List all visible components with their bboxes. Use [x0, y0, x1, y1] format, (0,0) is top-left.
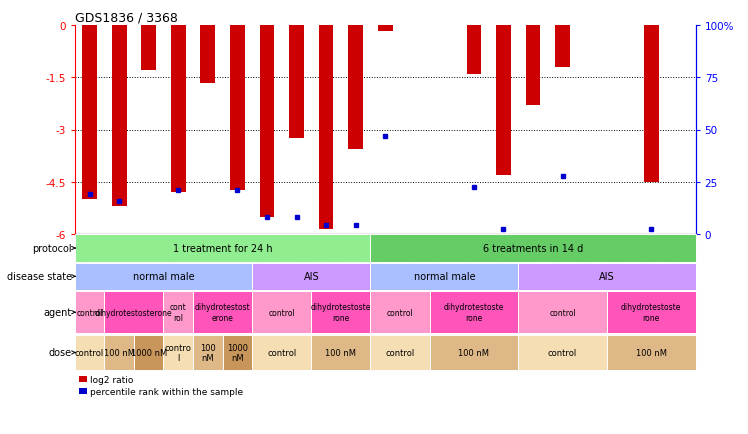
Text: dose: dose	[49, 348, 72, 358]
Bar	[164, 335, 193, 370]
Text: dihydrotestoste
rone: dihydrotestoste rone	[621, 303, 681, 322]
Bar	[230, 26, 245, 191]
Bar	[349, 26, 363, 149]
Text: normal male: normal male	[132, 272, 194, 282]
Bar	[370, 263, 518, 290]
Text: 1000
nM: 1000 nM	[227, 343, 248, 362]
Text: protocol: protocol	[32, 243, 72, 253]
Bar	[607, 335, 696, 370]
Text: normal male: normal male	[414, 272, 475, 282]
Text: control: control	[387, 308, 414, 317]
Bar	[134, 335, 164, 370]
Bar	[518, 335, 607, 370]
Text: cont
rol: cont rol	[170, 303, 187, 322]
Bar	[311, 335, 370, 370]
Bar	[260, 26, 275, 217]
Bar	[429, 292, 518, 333]
Text: 100
nM: 100 nM	[200, 343, 215, 362]
Text: control: control	[75, 348, 104, 357]
Text: control: control	[269, 308, 295, 317]
Bar	[193, 335, 223, 370]
Text: disease state: disease state	[7, 272, 72, 282]
Bar	[518, 263, 696, 290]
Text: control: control	[548, 348, 577, 357]
Text: 100 nM: 100 nM	[104, 348, 135, 357]
Bar	[105, 335, 134, 370]
Text: dihydrotestoste
rone: dihydrotestoste rone	[310, 303, 371, 322]
Bar	[311, 292, 370, 333]
Text: dihydrotestoste
rone: dihydrotestoste rone	[444, 303, 504, 322]
Bar	[252, 292, 311, 333]
Bar	[111, 26, 126, 207]
Bar	[467, 26, 481, 75]
Bar	[526, 26, 540, 106]
Text: agent: agent	[43, 308, 72, 317]
Bar	[193, 292, 252, 333]
Text: control: control	[267, 348, 296, 357]
Text: AIS: AIS	[304, 272, 319, 282]
Bar	[429, 335, 518, 370]
Text: dihydrotestosterone: dihydrotestosterone	[95, 308, 173, 317]
Text: control: control	[76, 308, 103, 317]
Text: GDS1836 / 3368: GDS1836 / 3368	[75, 12, 178, 25]
Text: dihydrotestost
erone: dihydrotestost erone	[194, 303, 251, 322]
Bar	[200, 26, 215, 83]
Bar	[289, 26, 304, 139]
Bar	[252, 263, 370, 290]
Bar	[141, 26, 156, 71]
Bar	[105, 292, 164, 333]
Text: 100 nM: 100 nM	[325, 348, 356, 357]
Bar	[644, 26, 659, 182]
Bar	[82, 26, 97, 200]
Bar	[164, 292, 193, 333]
Text: AIS: AIS	[599, 272, 615, 282]
Text: control: control	[385, 348, 414, 357]
Bar	[252, 335, 311, 370]
Bar	[75, 335, 105, 370]
Text: 1000 nM: 1000 nM	[131, 348, 167, 357]
Bar	[607, 292, 696, 333]
Text: 100 nM: 100 nM	[636, 348, 666, 357]
Bar	[319, 26, 334, 229]
Text: contro
l: contro l	[165, 343, 191, 362]
Bar	[223, 335, 252, 370]
Bar	[496, 26, 511, 175]
Bar	[75, 235, 370, 262]
Bar	[370, 292, 429, 333]
Text: 1 treatment for 24 h: 1 treatment for 24 h	[173, 243, 272, 253]
Bar	[171, 26, 186, 193]
Text: control: control	[549, 308, 576, 317]
Text: 6 treatments in 14 d: 6 treatments in 14 d	[483, 243, 583, 253]
Bar	[370, 335, 429, 370]
Bar	[555, 26, 570, 68]
Bar	[378, 26, 393, 32]
Bar	[75, 263, 252, 290]
Bar	[518, 292, 607, 333]
Text: 100 nM: 100 nM	[459, 348, 489, 357]
Legend: log2 ratio, percentile rank within the sample: log2 ratio, percentile rank within the s…	[79, 375, 243, 396]
Bar	[370, 235, 696, 262]
Bar	[75, 292, 105, 333]
